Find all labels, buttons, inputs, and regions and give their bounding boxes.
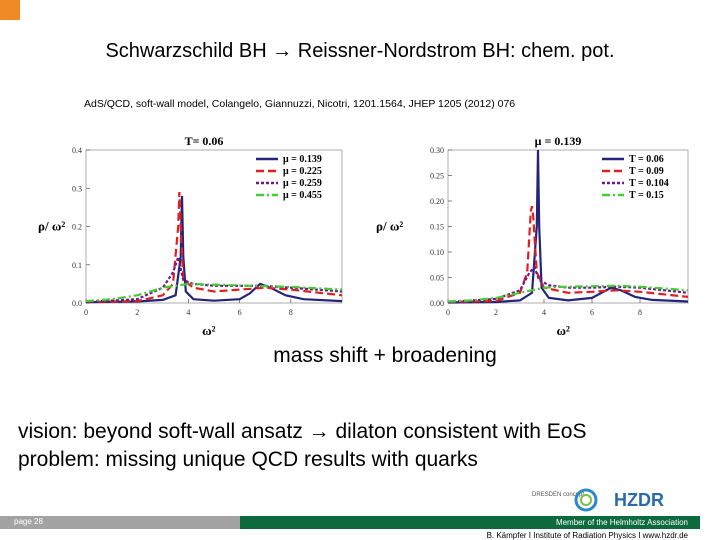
- series-line-1: [85, 192, 343, 303]
- y-tick-label: 0.3: [72, 184, 82, 193]
- legend-label-3: T = 0.15: [629, 190, 664, 201]
- legend-label-3: μ = 0.455: [283, 190, 322, 201]
- series-line-3: [447, 284, 689, 303]
- hzdr-logo-text: HZDR: [614, 490, 664, 510]
- x-axis-label: ω²: [556, 323, 570, 338]
- chart-right: 0 2 4 6 8 0.00 0.05 0.10 0.15 0.20 0.25 0.30 μ = 0.1…: [376, 134, 689, 338]
- logos: DRESDEN concept HZDR: [530, 484, 700, 516]
- x-tick-label: 6: [590, 308, 594, 317]
- legend-label-1: μ = 0.225: [283, 166, 322, 177]
- chart-title: T= 0.06: [185, 134, 224, 148]
- y-tick-label: 0.30: [430, 146, 444, 155]
- x-tick-label: 2: [135, 308, 139, 317]
- series-line-1: [447, 205, 689, 304]
- y-tick-label: 0.2: [72, 223, 82, 232]
- hzdr-mark-icon: [574, 488, 598, 512]
- y-axis-label: ρ/ ω²: [38, 219, 65, 234]
- y-tick-label: 0.15: [430, 223, 444, 232]
- citation: AdS/QCD, soft-wall model, Colangelo, Gia…: [84, 98, 516, 110]
- dresden-logo-text: DRESDEN concept: [532, 492, 584, 498]
- series-line-3: [85, 282, 343, 303]
- x-tick-label: 8: [638, 308, 642, 317]
- x-tick-label: 2: [494, 308, 498, 317]
- footer-address: B. Kämpfer I Institute of Radiation Phys…: [486, 531, 688, 540]
- member-note: Member of the Helmholtz Association: [555, 518, 688, 527]
- y-tick-label: 0.20: [430, 197, 444, 206]
- chart-left: 0 2 4 6 8 0.0 0.1 0.2 0.3 0.4 T= 0.06 ω² ρ/ ω² μ = 0.…: [38, 134, 343, 338]
- x-axis-label: ω²: [202, 323, 216, 338]
- footer-green-bar: [240, 516, 700, 529]
- series-line-2: [85, 253, 343, 303]
- x-tick-label: 4: [186, 308, 190, 317]
- y-tick-label: 0.05: [430, 274, 444, 283]
- footer-grey-bar: [0, 516, 240, 529]
- caption: mass shift + broadening: [273, 344, 497, 367]
- y-tick-label: 0.00: [430, 299, 444, 308]
- y-tick-label: 0.0: [72, 299, 82, 308]
- dresden-concept-logo: DRESDEN concept HZDR: [532, 488, 664, 512]
- x-tick-label: 6: [238, 308, 242, 317]
- legend-label-0: T = 0.06: [629, 154, 664, 165]
- legend-label-0: μ = 0.139: [283, 154, 322, 165]
- x-tick-label: 0: [446, 308, 450, 317]
- y-tick-label: 0.25: [430, 172, 444, 181]
- hzdr-mark-inner-icon: [580, 494, 592, 506]
- series-line-0: [447, 149, 689, 304]
- y-tick-label: 0.10: [430, 248, 444, 257]
- page-number: page 28: [14, 517, 43, 526]
- y-tick-label: 0.4: [72, 146, 82, 155]
- legend-label-1: T = 0.09: [629, 166, 664, 177]
- chart-title: μ = 0.139: [535, 134, 582, 148]
- y-axis-label: ρ/ ω²: [376, 219, 403, 234]
- series-line-0: [85, 195, 343, 304]
- slide-title: Schwarzschild BH → Reissner-Nordstrom BH…: [105, 40, 615, 62]
- legend-label-2: μ = 0.259: [283, 178, 322, 189]
- y-tick-label: 0.1: [72, 261, 82, 270]
- x-tick-label: 4: [542, 308, 546, 317]
- legend-label-2: T = 0.104: [629, 178, 669, 189]
- vision-text: vision: beyond soft-wall ansatz → dilato…: [18, 420, 587, 443]
- problem-text: problem: missing unique QCD results with…: [18, 448, 478, 471]
- x-tick-label: 0: [84, 308, 88, 317]
- x-tick-label: 8: [289, 308, 293, 317]
- series-line-2: [447, 265, 689, 304]
- accent-corner: [0, 0, 20, 20]
